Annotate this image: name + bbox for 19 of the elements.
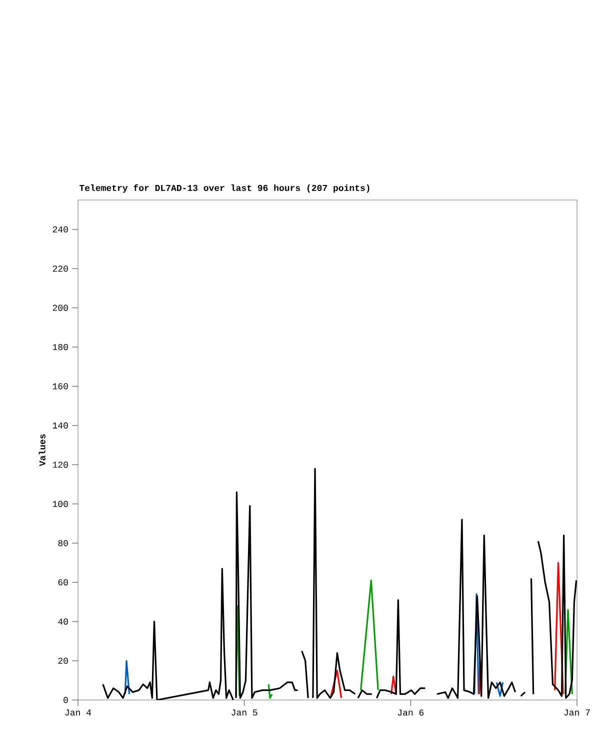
y-tick-label: 100 [52,500,68,507]
x-tick-label: Jan 5 [232,710,258,716]
y-tick-label: 20 [58,658,68,664]
y-tick-label: 240 [52,226,68,232]
y-tick-label: 80 [58,540,68,546]
y-tick-label: 40 [58,618,68,625]
chart-title: Telemetry for DL7AD-13 over last 96 hours (207 points) [79,184,370,193]
y-tick-label: 60 [58,579,68,586]
x-tick-label: Jan 6 [398,710,424,716]
y-tick-label: 160 [52,383,68,390]
y-tick-label: 140 [52,422,68,429]
y-tick-label: 0 [64,696,68,704]
y-tick-label: 220 [52,266,68,272]
y-tick-label: 200 [52,304,68,311]
y-tick-label: 180 [52,344,68,350]
y-axis-title: Values [38,434,46,466]
y-tick-label: 120 [52,462,68,468]
x-tick-label: Jan 4 [65,710,92,716]
x-tick-label: Jan 7 [564,710,590,716]
